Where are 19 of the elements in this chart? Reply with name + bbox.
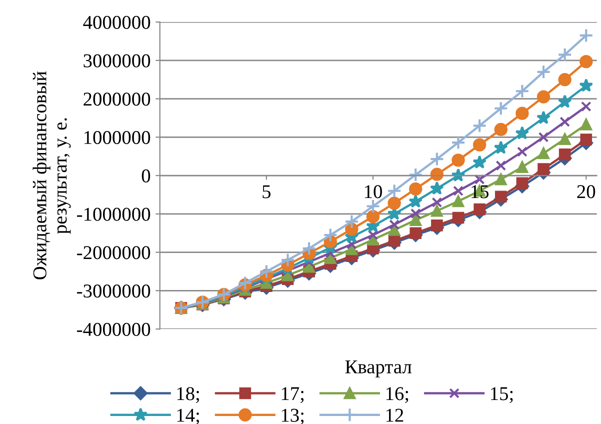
y-tick-label: 1000000 — [84, 130, 150, 144]
legend-label: 17; — [282, 387, 304, 404]
legend-label: 15; — [491, 387, 513, 404]
legend-label: 18; — [177, 387, 199, 404]
y-tick-label: -3000000 — [77, 284, 150, 298]
x-tick-label: 20 — [577, 185, 596, 198]
y-tick-label: 4000000 — [83, 16, 150, 29]
legend-label: 16; — [386, 387, 408, 404]
legend-label: 12 — [386, 408, 404, 422]
y-axis-title: Ожидаемый финансовый результат, у. е. — [32, 71, 71, 280]
y-tick-label: -2000000 — [77, 246, 150, 260]
y-tick-label: 0 — [142, 169, 150, 182]
y-tick-label: 2000000 — [84, 92, 150, 106]
y-tick-label: 3000000 — [84, 54, 150, 68]
x-tick-label: 5 — [262, 185, 271, 198]
x-tick-label: 10 — [364, 185, 382, 198]
y-tick-label: -1000000 — [77, 208, 150, 221]
x-axis-title: Квартал — [345, 360, 412, 378]
y-tick-label: -4000000 — [77, 322, 150, 336]
